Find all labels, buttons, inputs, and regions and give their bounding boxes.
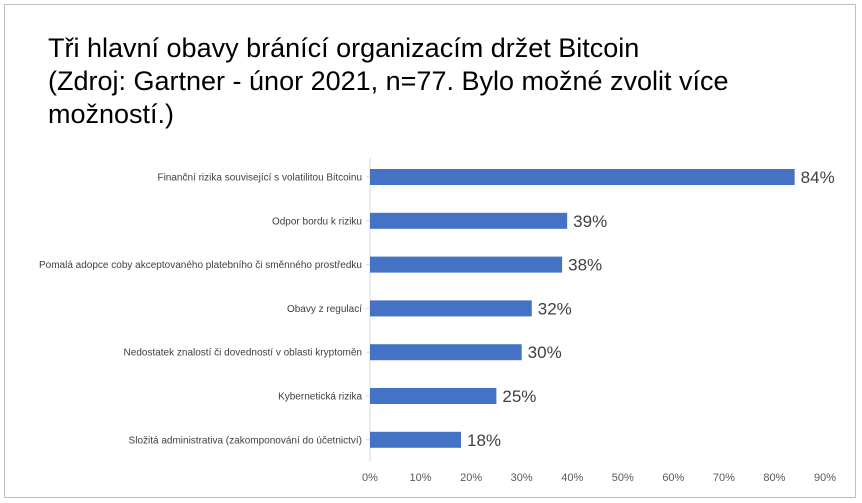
x-tick-label: 30% [511, 472, 533, 484]
category-label: Pomalá adopce coby akceptovaného platebn… [39, 260, 362, 271]
bar [370, 256, 563, 273]
bar [370, 431, 461, 448]
category-label: Obavy z regulací [287, 304, 362, 315]
data-label: 38% [568, 256, 602, 275]
chart-frame [4, 4, 856, 498]
x-tick-label: 20% [460, 472, 482, 484]
bar [370, 388, 497, 404]
bar [370, 169, 795, 185]
data-label: 39% [573, 212, 607, 231]
data-label: 30% [528, 343, 562, 362]
category-label: Odpor bordu k riziku [272, 216, 362, 227]
x-tick-label: 40% [561, 472, 583, 484]
category-label: Finanční rizika související s volatilito… [157, 173, 362, 184]
x-tick-label: 90% [814, 472, 836, 484]
x-tick-label: 70% [713, 472, 735, 484]
chart-title: Tři hlavní obavy bránící organizacím drž… [48, 32, 848, 131]
data-label: 32% [538, 299, 572, 318]
data-label: 18% [467, 431, 501, 450]
chart-title-line-2: (Zdroj: Gartner - únor 2021, n=77. Bylo … [48, 66, 729, 96]
x-tick-label: 0% [362, 472, 378, 484]
data-label: 84% [801, 168, 835, 187]
category-label: Kybernetická rizika [278, 392, 362, 403]
bar [370, 344, 522, 361]
x-tick-label: 60% [662, 472, 684, 484]
x-tick-label: 80% [763, 472, 785, 484]
bar [370, 300, 532, 317]
chart-title-line-1: Tři hlavní obavy bránící organizacím drž… [48, 33, 640, 63]
x-tick-label: 50% [612, 472, 634, 484]
x-tick-label: 10% [410, 472, 432, 484]
bar [370, 212, 568, 229]
data-label: 25% [502, 387, 536, 406]
category-label: Nedostatek znalostí či dovedností v obla… [124, 348, 362, 359]
chart-title-line-3: možností.) [48, 99, 175, 129]
category-label: Složitá administrativa (zakomponování do… [129, 435, 362, 446]
